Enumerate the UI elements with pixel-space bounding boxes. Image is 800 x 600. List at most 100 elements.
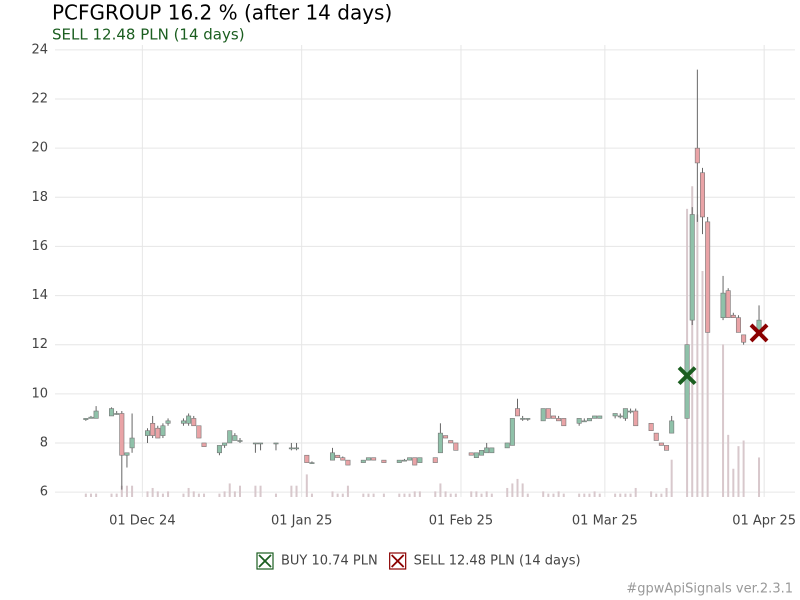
volume-bar <box>131 485 134 497</box>
volume-bar <box>629 493 632 497</box>
volume-bar <box>336 493 339 497</box>
candle-body <box>720 292 726 318</box>
volume-bar <box>696 214 699 497</box>
volume-bar <box>665 487 668 497</box>
volume-bar <box>125 485 128 497</box>
candle-body <box>222 442 228 446</box>
candle-body <box>437 432 443 454</box>
volume-bar <box>110 493 113 497</box>
grid: 6 8 10 12 14 16 18 20 22 24 01 Dec 24 01 Jan 25 01 F… <box>31 42 796 528</box>
candle-body <box>489 447 495 454</box>
y-tick-label: 12 <box>31 337 48 352</box>
volume-bar <box>727 434 730 497</box>
candle-body <box>653 432 659 441</box>
volume-bar <box>526 493 529 497</box>
candle-body <box>401 459 407 462</box>
x-tick-label: 01 Mar 25 <box>572 514 638 529</box>
volume-bar <box>295 485 298 497</box>
candle-body <box>622 408 628 419</box>
y-tick-label: 14 <box>31 288 48 303</box>
legend: BUY 10.74 PLN SELL 12.48 PLN (14 days) <box>256 552 581 570</box>
volume-bar <box>583 493 586 497</box>
volume-bar <box>274 493 277 497</box>
candle-body <box>216 445 222 454</box>
candle-body <box>340 457 346 461</box>
candle-body <box>381 459 387 463</box>
x-tick-label: 01 Feb 25 <box>429 514 493 529</box>
candle-body <box>165 420 171 424</box>
volume-bar <box>218 493 221 497</box>
candle-body <box>756 319 762 331</box>
candle-body <box>648 423 654 431</box>
candle-body <box>329 452 335 461</box>
candle-body <box>83 418 89 420</box>
candle-body <box>412 457 418 466</box>
candle-body <box>586 418 592 422</box>
volume-bar <box>290 485 293 497</box>
candle-body <box>448 440 454 444</box>
volume-bar <box>120 485 123 497</box>
volume-bar <box>732 468 735 497</box>
candle-body <box>484 447 490 454</box>
volume-bar <box>454 493 457 497</box>
volume-bar <box>382 493 385 497</box>
volume-bar <box>758 457 761 497</box>
candle-body <box>294 447 300 450</box>
volume-bar <box>408 493 411 497</box>
candle-body <box>669 420 675 434</box>
volume-bar <box>624 493 627 497</box>
candle-body <box>694 147 700 164</box>
candle-body <box>407 457 413 461</box>
candle-body <box>741 334 747 343</box>
volume-bar <box>192 491 195 497</box>
legend-label: SELL 12.48 PLN (14 days) <box>414 554 581 569</box>
volume-bar <box>449 493 452 497</box>
legend-key <box>391 554 405 568</box>
candle-body <box>581 420 587 423</box>
candle-body <box>180 420 186 424</box>
volume-bar <box>187 487 190 497</box>
candle-body <box>664 445 670 451</box>
volume-bar <box>341 493 344 497</box>
volume-bar <box>346 485 349 497</box>
candle-body <box>545 408 551 419</box>
candle-layer <box>83 69 762 490</box>
candle-body <box>273 442 279 445</box>
volume-bar <box>619 493 622 497</box>
candle-body <box>443 435 449 439</box>
candle-body <box>201 442 207 447</box>
candle-body <box>227 430 233 444</box>
y-tick-label: 10 <box>31 386 48 401</box>
candle-body <box>191 418 197 427</box>
x-tick-label: 01 Jan 25 <box>271 514 332 529</box>
volume-bar <box>239 485 241 497</box>
y-tick-label: 24 <box>31 42 48 57</box>
volume-bar <box>650 491 653 497</box>
volume-bar <box>413 491 416 497</box>
volume-bar <box>742 440 745 497</box>
volume-bar <box>167 491 170 497</box>
candle-body <box>396 459 402 463</box>
candle-body <box>345 459 351 466</box>
candle-body <box>155 427 161 439</box>
volume-bar <box>95 493 98 497</box>
volume-bar <box>475 491 478 497</box>
candle-body <box>145 430 151 436</box>
volume-bar <box>542 491 545 497</box>
volume-bar <box>701 271 704 497</box>
candle-body <box>705 221 711 333</box>
volume-bar <box>516 478 519 497</box>
volume-bar <box>259 485 262 497</box>
volume-bar <box>670 459 673 497</box>
candle-body <box>684 344 690 419</box>
x-tick-label: 01 Apr 25 <box>732 514 796 529</box>
candle-body <box>504 442 510 449</box>
volume-bar <box>182 493 185 497</box>
candle-body <box>699 172 705 218</box>
candle-body <box>160 425 166 436</box>
volume-bar <box>89 493 92 497</box>
volume-bar <box>398 493 401 497</box>
legend-key <box>258 554 272 568</box>
volume-bar <box>490 493 493 497</box>
